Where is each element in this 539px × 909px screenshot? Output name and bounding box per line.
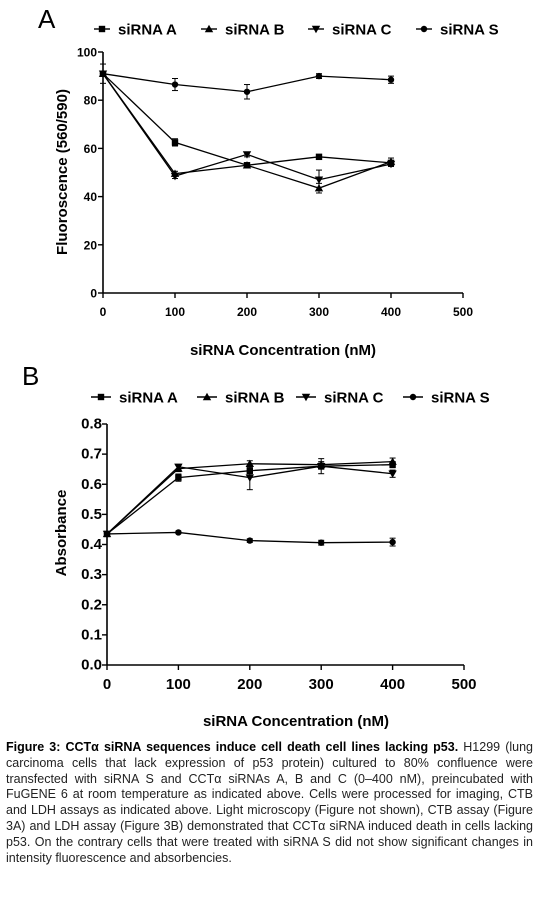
legend-marker [311, 25, 321, 34]
y-tick-label: 0.0 [81, 657, 102, 674]
panel-a: A 0 20 40 60 80 100 0 100 200 300 400 500 siRNA Conce… [38, 4, 499, 359]
x-tick-label: 0 [100, 305, 107, 319]
y-tick-label: 0.5 [81, 506, 102, 523]
x-tick-label: 500 [451, 676, 476, 693]
y-axis-label: Absorbance [53, 490, 70, 577]
x-tick-label: 100 [166, 676, 191, 693]
data-point [386, 160, 396, 169]
data-point [318, 539, 325, 546]
data-point [389, 538, 396, 546]
legend-label: siRNA A [119, 390, 178, 407]
legend-label: siRNA S [440, 22, 499, 39]
data-point [243, 88, 251, 95]
figure-canvas: A 0 20 40 60 80 100 0 100 200 300 400 500 siRNA Conce… [22, 4, 499, 730]
y-tick-label: 0.3 [81, 566, 102, 583]
figure-caption: Figure 3: CCTα siRNA sequences induce ce… [6, 740, 533, 866]
series-sirna-s [99, 63, 395, 100]
x-tick-label: 500 [453, 305, 473, 319]
y-tick-label: 0.4 [81, 536, 103, 553]
legend-marker [204, 24, 214, 33]
x-axis-label: siRNA Concentration (nM) [203, 713, 389, 730]
y-tick-label: 0.6 [81, 476, 102, 493]
legend-marker [98, 25, 106, 33]
legend-label: siRNA S [431, 390, 490, 407]
x-tick-label: 300 [309, 676, 334, 693]
legend-label: siRNA C [332, 22, 392, 39]
panel-letter: B [22, 361, 39, 391]
data-point [245, 474, 254, 482]
y-tick-label: 0.1 [81, 626, 102, 643]
data-point [175, 474, 182, 481]
y-tick-label: 40 [84, 190, 98, 204]
data-point [246, 537, 253, 544]
x-tick-label: 400 [380, 676, 405, 693]
data-point [315, 153, 323, 161]
data-point [388, 470, 397, 478]
data-point [170, 172, 180, 181]
legend-label: siRNA C [324, 390, 384, 407]
data-point [387, 76, 395, 83]
x-tick-label: 300 [309, 305, 329, 319]
data-point [175, 529, 182, 536]
caption-body: H1299 (lung carcinoma cells that lack ex… [6, 740, 533, 865]
y-tick-label: 100 [77, 46, 97, 60]
data-point [103, 530, 111, 538]
y-tick-label: 60 [84, 142, 98, 156]
panel-letter: A [38, 4, 56, 34]
data-point [388, 457, 397, 465]
y-tick-label: 0.2 [81, 596, 102, 613]
y-axis-label: Fluoroscence (560/590) [54, 89, 71, 255]
x-axis-label: siRNA Concentration (nM) [190, 342, 376, 359]
data-point [242, 151, 252, 159]
y-tick-label: 80 [84, 94, 98, 108]
y-tick-label: 0.7 [81, 446, 102, 463]
legend-marker [97, 393, 105, 401]
legend-marker [420, 25, 428, 33]
y-tick-label: 20 [84, 238, 98, 252]
data-point [315, 72, 323, 80]
data-point [171, 81, 179, 88]
legend-marker [202, 392, 212, 401]
series-sirna-s [103, 529, 396, 547]
x-tick-label: 400 [381, 305, 401, 319]
legend-label: siRNA A [118, 22, 177, 39]
data-point [314, 176, 324, 184]
series-sirna-c [102, 458, 397, 539]
legend-marker [409, 393, 417, 401]
caption-title: Figure 3: CCTα siRNA sequences induce ce… [6, 740, 459, 754]
y-tick-label: 0.8 [81, 416, 102, 433]
x-tick-label: 0 [103, 676, 111, 693]
x-tick-label: 100 [165, 305, 185, 319]
data-point [174, 463, 183, 471]
x-tick-label: 200 [237, 676, 262, 693]
panel-b: B 0.0 0.1 0.2 0.3 0.4 0.5 0.6 0.7 0.8 0 100 200 300 40… [22, 361, 490, 730]
data-point [242, 161, 252, 169]
legend-marker [301, 393, 311, 402]
data-point [317, 462, 326, 471]
data-point [99, 70, 107, 77]
data-point [171, 139, 179, 146]
legend-label: siRNA B [225, 22, 285, 39]
legend-label: siRNA B [225, 390, 285, 407]
y-tick-label: 0 [90, 287, 97, 301]
x-tick-label: 200 [237, 305, 257, 319]
